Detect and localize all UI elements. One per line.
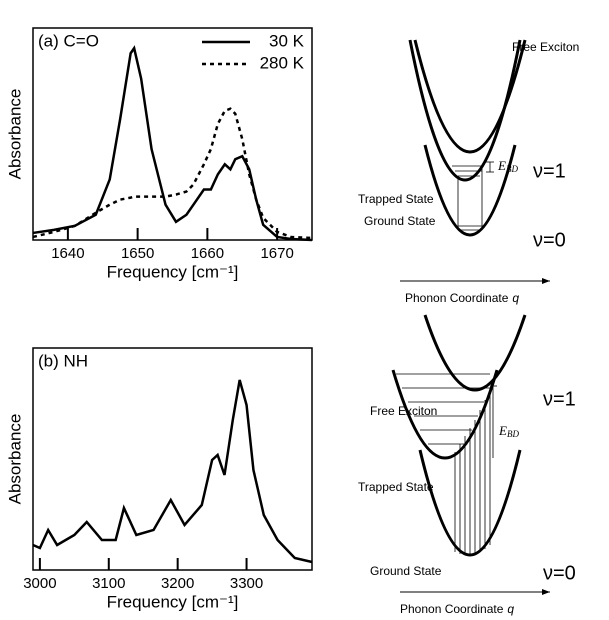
energy-symbol: E	[497, 158, 506, 173]
energy-symbol: E	[498, 423, 507, 438]
x-tick-label: 3000	[23, 575, 56, 592]
data-line	[32, 107, 313, 240]
y-axis-label: Absorbance	[5, 89, 24, 180]
panel-label: (a) C=O	[38, 31, 99, 50]
x-tick-label: 1660	[191, 245, 224, 262]
lower-level: ν=0	[533, 229, 566, 251]
free-exciton-curve	[423, 314, 527, 392]
plot-frame	[32, 347, 313, 571]
free-label: Free Exciton	[512, 40, 579, 54]
y-axis-label: Absorbance	[5, 414, 24, 505]
transitions	[454, 388, 491, 555]
upper-level: ν=1	[543, 388, 576, 410]
data-line	[32, 379, 313, 564]
axis-text: Phonon Coordinate	[405, 291, 509, 305]
free-label: Free Exciton	[370, 404, 437, 418]
x-tick-label: 3100	[92, 575, 125, 592]
trapped-curve	[391, 369, 499, 460]
free-exciton-curve	[413, 39, 527, 154]
x-tick-label: 3200	[161, 575, 194, 592]
energy-subscript: BD	[507, 429, 519, 439]
axis-label: Phonon Coordinate q	[405, 291, 519, 305]
panel-label: (b) NH	[38, 351, 88, 370]
trapped-curve	[408, 39, 522, 182]
lower-level: ν=0	[543, 562, 576, 584]
data-line	[32, 45, 313, 242]
ground-curve	[423, 144, 517, 237]
axis-text: Phonon Coordinate	[400, 602, 504, 616]
energy-subscript: BD	[506, 164, 518, 174]
upper-level: ν=1	[533, 160, 566, 182]
axis-symbol: q	[512, 291, 519, 305]
trapped-label: Trapped State	[358, 480, 434, 494]
legend-label: 30 K	[269, 31, 305, 50]
diagram-top: Free Exciton Trapped State Ground State …	[358, 39, 579, 305]
levels	[396, 373, 490, 445]
x-axis-label: Frequency [cm⁻¹]	[107, 262, 239, 281]
x-tick-label: 3300	[230, 575, 263, 592]
energy-label: EBD	[497, 158, 518, 174]
x-tick-label: 1670	[260, 245, 293, 262]
energy-label: EBD	[498, 423, 519, 439]
diagram-bottom: EBD Free Exciton Trapped State Ground St…	[358, 314, 576, 616]
ground-label: Ground State	[370, 564, 442, 578]
axis-symbol: q	[507, 602, 514, 616]
plot-frame	[32, 27, 313, 241]
trapped-label: Trapped State	[358, 192, 434, 206]
x-tick-label: 1650	[121, 245, 154, 262]
x-axis-label: Frequency [cm⁻¹]	[107, 592, 239, 611]
ground-label: Ground State	[364, 214, 436, 228]
legend-label: 280 K	[260, 53, 305, 72]
x-tick-label: 1640	[51, 245, 84, 262]
axis-label: Phonon Coordinate q	[400, 602, 514, 616]
